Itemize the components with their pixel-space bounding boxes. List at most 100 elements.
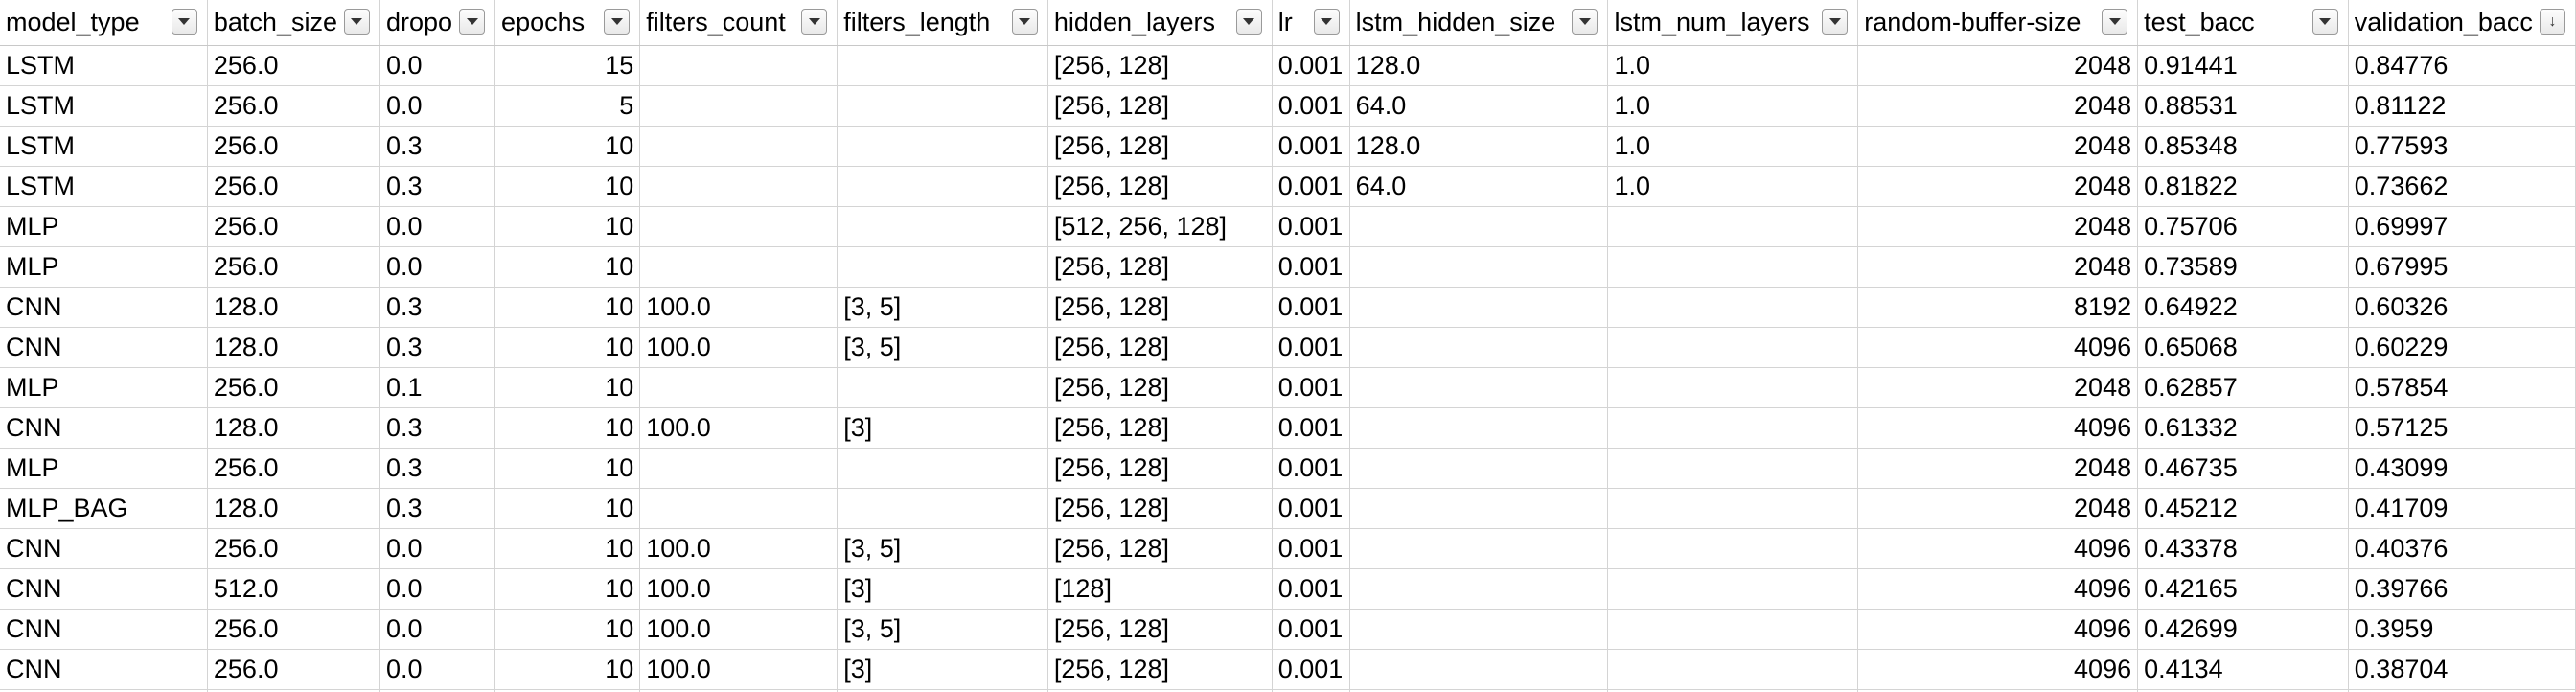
filter-dropdown-button[interactable] <box>801 9 828 35</box>
table-cell[interactable]: [3] <box>837 568 1048 610</box>
table-cell[interactable]: 10 <box>494 327 641 368</box>
table-cell[interactable] <box>1607 448 1859 489</box>
table-cell[interactable]: 0.001 <box>1272 367 1350 408</box>
table-cell[interactable]: 100.0 <box>639 649 839 690</box>
table-cell[interactable]: 2048 <box>1857 166 2139 207</box>
table-cell[interactable]: 4096 <box>1857 327 2139 368</box>
table-cell[interactable]: 256.0 <box>207 448 380 489</box>
table-cell[interactable] <box>639 246 839 288</box>
table-cell[interactable]: 2048 <box>1857 448 2139 489</box>
table-cell[interactable]: 2048 <box>1857 85 2139 127</box>
table-cell[interactable] <box>837 367 1048 408</box>
table-cell[interactable]: 0.65068 <box>2137 327 2349 368</box>
table-cell[interactable]: 2048 <box>1857 206 2139 247</box>
table-cell[interactable]: 0.46735 <box>2137 448 2349 489</box>
table-cell[interactable]: 0.67995 <box>2348 246 2576 288</box>
table-cell[interactable]: 4096 <box>1857 649 2139 690</box>
table-cell[interactable]: 100.0 <box>639 287 839 328</box>
column-header-lr[interactable]: lr <box>1272 0 1350 46</box>
table-cell[interactable]: 256.0 <box>207 45 380 86</box>
table-cell[interactable]: 0.0 <box>380 45 496 86</box>
table-cell[interactable]: 0.45212 <box>2137 488 2349 529</box>
table-cell[interactable]: 0.40376 <box>2348 528 2576 569</box>
table-cell[interactable]: 10 <box>494 166 641 207</box>
table-cell[interactable]: 4096 <box>1857 609 2139 650</box>
table-cell[interactable]: 0.42699 <box>2137 609 2349 650</box>
table-cell[interactable]: MLP_BAG <box>0 488 208 529</box>
table-cell[interactable]: [3, 5] <box>837 609 1048 650</box>
table-cell[interactable]: 0.39766 <box>2348 568 2576 610</box>
table-cell[interactable]: 4096 <box>1857 407 2139 449</box>
table-cell[interactable] <box>1607 649 1859 690</box>
table-cell[interactable] <box>1349 367 1609 408</box>
table-cell[interactable]: 0.81122 <box>2348 85 2576 127</box>
table-cell[interactable]: 2048 <box>1857 488 2139 529</box>
table-cell[interactable]: 8192 <box>1857 287 2139 328</box>
table-cell[interactable] <box>1349 448 1609 489</box>
table-cell[interactable]: 0.43099 <box>2348 448 2576 489</box>
table-cell[interactable]: CNN <box>0 528 208 569</box>
table-cell[interactable]: 256.0 <box>207 166 380 207</box>
table-cell[interactable] <box>1349 327 1609 368</box>
table-cell[interactable]: 0.001 <box>1272 45 1350 86</box>
table-cell[interactable]: [256, 128] <box>1047 649 1273 690</box>
table-cell[interactable]: 0.3 <box>380 407 496 449</box>
table-cell[interactable]: 128.0 <box>207 407 380 449</box>
table-cell[interactable]: 64.0 <box>1349 166 1609 207</box>
table-cell[interactable]: 0.85348 <box>2137 126 2349 167</box>
table-cell[interactable]: 10 <box>494 488 641 529</box>
table-cell[interactable]: 256.0 <box>207 85 380 127</box>
table-cell[interactable]: 0.38704 <box>2348 649 2576 690</box>
table-cell-empty[interactable] <box>380 689 496 692</box>
table-cell[interactable] <box>837 85 1048 127</box>
table-cell[interactable]: MLP <box>0 367 208 408</box>
table-cell[interactable]: [256, 128] <box>1047 166 1273 207</box>
table-cell[interactable]: 4096 <box>1857 568 2139 610</box>
table-cell-empty[interactable] <box>207 689 380 692</box>
table-cell[interactable]: 0.57854 <box>2348 367 2576 408</box>
table-cell[interactable]: [256, 128] <box>1047 287 1273 328</box>
table-cell[interactable]: 0.001 <box>1272 126 1350 167</box>
column-header-epochs[interactable]: epochs <box>494 0 641 46</box>
table-cell[interactable] <box>837 126 1048 167</box>
filter-dropdown-button[interactable] <box>1572 9 1598 35</box>
table-cell[interactable]: 0.64922 <box>2137 287 2349 328</box>
table-cell[interactable]: [256, 128] <box>1047 45 1273 86</box>
table-cell-empty[interactable] <box>494 689 641 692</box>
table-cell[interactable]: 0.001 <box>1272 327 1350 368</box>
table-cell-empty[interactable] <box>1607 689 1859 692</box>
table-cell[interactable]: MLP <box>0 246 208 288</box>
table-cell[interactable]: 0.001 <box>1272 246 1350 288</box>
table-cell[interactable] <box>837 488 1048 529</box>
table-cell[interactable] <box>1607 367 1859 408</box>
table-cell-empty[interactable] <box>1272 689 1350 692</box>
table-cell[interactable] <box>1607 327 1859 368</box>
table-cell[interactable]: 100.0 <box>639 407 839 449</box>
table-cell[interactable] <box>1607 246 1859 288</box>
table-cell[interactable]: 10 <box>494 287 641 328</box>
table-cell[interactable]: 0.001 <box>1272 568 1350 610</box>
table-cell-empty[interactable] <box>1857 689 2139 692</box>
table-cell[interactable]: 10 <box>494 246 641 288</box>
table-cell[interactable] <box>1349 407 1609 449</box>
table-cell[interactable]: 1.0 <box>1607 85 1859 127</box>
table-cell[interactable]: CNN <box>0 609 208 650</box>
filter-dropdown-button[interactable] <box>2312 9 2338 35</box>
table-cell[interactable]: 0.73662 <box>2348 166 2576 207</box>
table-cell[interactable] <box>639 126 839 167</box>
table-cell[interactable]: 100.0 <box>639 609 839 650</box>
table-cell[interactable]: 128.0 <box>207 287 380 328</box>
table-cell[interactable]: [256, 128] <box>1047 85 1273 127</box>
table-cell[interactable]: 10 <box>494 448 641 489</box>
table-cell[interactable] <box>837 246 1048 288</box>
column-header-test-bacc[interactable]: test_bacc <box>2137 0 2349 46</box>
table-cell[interactable]: 10 <box>494 528 641 569</box>
table-cell[interactable] <box>639 45 839 86</box>
table-cell[interactable]: [256, 128] <box>1047 488 1273 529</box>
table-cell[interactable]: 2048 <box>1857 45 2139 86</box>
table-cell[interactable]: 15 <box>494 45 641 86</box>
table-cell[interactable] <box>837 206 1048 247</box>
filter-dropdown-button[interactable] <box>171 9 197 35</box>
table-cell[interactable]: 128.0 <box>1349 45 1609 86</box>
table-cell[interactable]: 4096 <box>1857 528 2139 569</box>
